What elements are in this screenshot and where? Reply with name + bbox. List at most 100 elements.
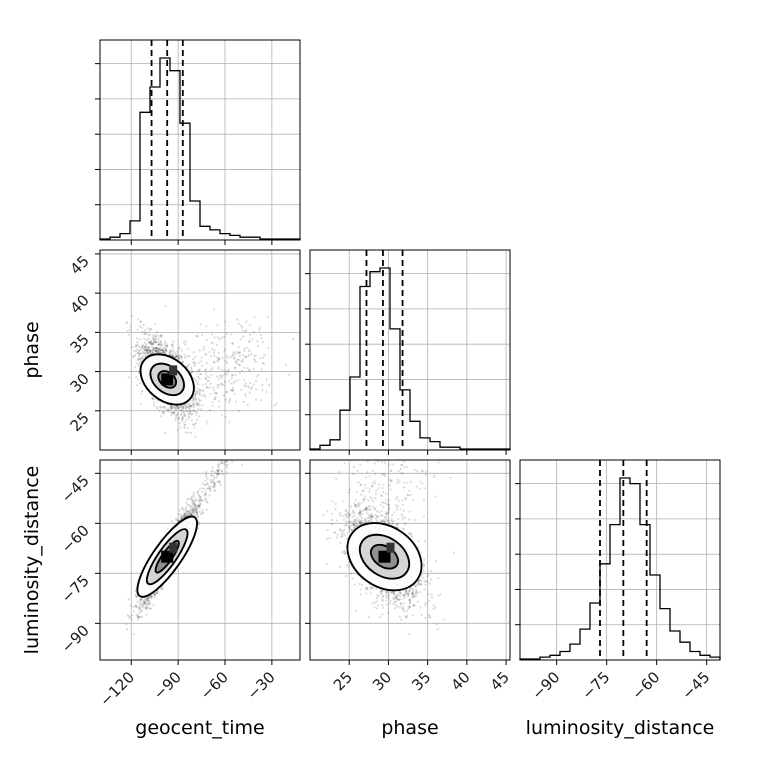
- sample-point-1279: [194, 392, 197, 396]
- sample-point-230: [230, 450, 232, 452]
- sample-point-1436: [194, 390, 197, 393]
- sample-point-1178: [248, 368, 251, 371]
- sample-point-2409: [234, 366, 237, 369]
- sample-point-912: [190, 509, 193, 512]
- sample-point-437: [151, 348, 154, 352]
- sample-point-2542: [188, 415, 191, 418]
- sample-point-321: [204, 372, 207, 375]
- sample-point-558: [141, 345, 144, 348]
- sample-point-616: [195, 510, 198, 514]
- sample-point-922: [140, 605, 143, 608]
- sample-point-1222: [198, 415, 201, 418]
- sample-point-2476: [142, 344, 145, 347]
- sample-point-1340: [200, 356, 203, 359]
- sample-point-2088: [194, 435, 197, 438]
- sample-point-1721: [218, 358, 221, 361]
- sample-point-1323: [139, 598, 142, 601]
- sample-point-681: [171, 346, 174, 349]
- sample-point-1745: [180, 507, 183, 510]
- sample-point-34: [206, 483, 209, 486]
- sample-point-2446: [192, 361, 195, 364]
- sample-point-2483: [248, 386, 251, 389]
- sample-point-2292: [247, 350, 250, 353]
- sample-point-1990: [202, 493, 205, 496]
- sample-point-2204: [156, 592, 159, 595]
- sample-point-619: [184, 354, 187, 357]
- sample-point-320: [203, 393, 206, 397]
- sample-point-691: [208, 350, 211, 354]
- sample-point-1696: [147, 601, 150, 604]
- sample-point-1349: [216, 386, 219, 389]
- sample-point-886: [189, 405, 192, 408]
- sample-point-2277: [233, 380, 237, 383]
- sample-point-2203: [223, 455, 225, 457]
- sample-point-742: [159, 350, 162, 353]
- sample-point-307: [197, 369, 200, 372]
- sample-point-818: [147, 352, 150, 355]
- sample-point-1324: [213, 481, 216, 485]
- sample-point-1881: [175, 356, 178, 359]
- sample-point-1877: [191, 508, 195, 511]
- sample-point-1433: [184, 512, 187, 515]
- sample-point-679: [206, 482, 209, 485]
- sample-point-1997: [185, 511, 188, 514]
- sample-point-1749: [138, 611, 141, 614]
- sample-point-502: [219, 483, 222, 486]
- sample-point-369: [254, 361, 258, 364]
- sample-point-2405: [252, 331, 255, 334]
- sample-point-1457: [182, 411, 185, 414]
- sample-point-1586: [138, 349, 141, 352]
- sample-point-1850: [179, 413, 183, 416]
- sample-point-2180: [224, 415, 227, 418]
- sample-point-1644: [254, 379, 258, 382]
- sample-point-225: [140, 390, 144, 393]
- sample-point-1952: [243, 330, 247, 333]
- sample-point-1618: [229, 452, 231, 454]
- sample-point-1290: [169, 405, 172, 409]
- sample-point-853: [148, 600, 151, 603]
- sample-point-1947: [178, 513, 181, 516]
- sample-point-877: [221, 473, 224, 476]
- sample-point-568: [159, 346, 162, 349]
- sample-point-2444: [154, 323, 157, 326]
- sample-point-165: [206, 422, 209, 425]
- sample-point-1166: [151, 337, 154, 340]
- sample-point-1520: [186, 355, 189, 358]
- sample-point-604: [244, 355, 247, 358]
- sample-point-1882: [164, 407, 167, 410]
- sample-point-814: [138, 350, 141, 353]
- sample-point-654: [144, 333, 147, 336]
- sample-point-1983: [137, 343, 140, 346]
- sample-point-2313: [143, 333, 146, 336]
- sample-point-559: [178, 416, 181, 419]
- sample-point-1009: [201, 511, 204, 514]
- sample-point-1199: [191, 400, 194, 403]
- sample-point-795: [232, 354, 235, 357]
- sample-point-2084: [148, 604, 151, 607]
- sample-point-271: [204, 377, 207, 380]
- sample-point-585: [196, 375, 199, 378]
- sample-point-1459: [155, 346, 158, 349]
- sample-point-562: [159, 406, 162, 409]
- sample-point-2097: [232, 456, 234, 458]
- sample-point-321: [204, 492, 207, 495]
- sample-point-438: [145, 613, 148, 616]
- sample-point-224: [145, 348, 148, 351]
- sample-point-1684: [142, 603, 146, 606]
- sample-point-914: [170, 411, 173, 414]
- sample-point-2295: [175, 414, 178, 417]
- sample-point-1957: [200, 360, 203, 363]
- sample-point-1197: [231, 342, 234, 345]
- density-geocent-time-vs-luminosity-distance: [125, 450, 244, 636]
- sample-point-251: [212, 342, 215, 345]
- sample-point-1046: [129, 325, 132, 328]
- sample-point-204: [193, 500, 196, 503]
- sample-point-1045: [136, 348, 139, 351]
- sample-point-2181: [176, 519, 180, 522]
- sample-point-944: [232, 389, 235, 392]
- sample-point-1843: [228, 368, 231, 371]
- sample-point-766: [225, 466, 228, 469]
- sample-point-225: [140, 615, 144, 619]
- sample-point-1661: [205, 362, 208, 365]
- sample-point-2340: [156, 406, 159, 409]
